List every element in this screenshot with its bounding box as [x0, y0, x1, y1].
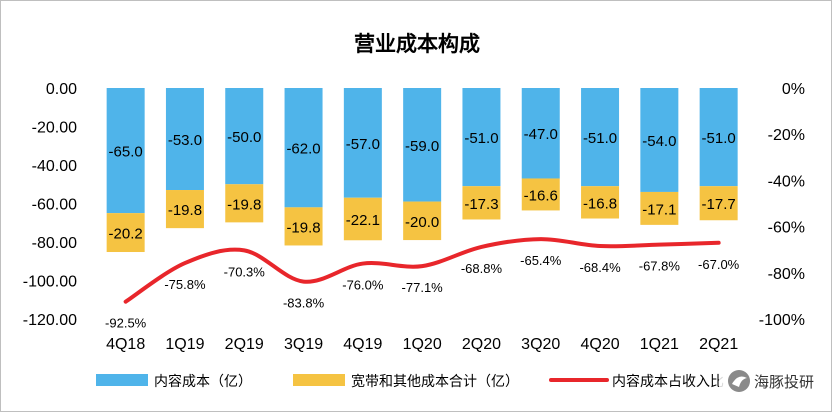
ratio-line-path — [123, 237, 721, 304]
content-cost-bar — [462, 88, 501, 187]
content-cost-bar — [106, 88, 145, 214]
y-left-tick-label: -20.00 — [32, 120, 77, 137]
content-cost-value-label: -51.0 — [464, 130, 498, 147]
bandwidth-cost-value-label: -22.1 — [346, 212, 380, 229]
y-right-tick-label: 0% — [782, 81, 805, 98]
y-axis-right: 0% -20% -40% -60% -80% -100% — [759, 81, 805, 329]
content-cost-value-label: -50.0 — [227, 129, 261, 146]
bandwidth-cost-value-label: -20.0 — [405, 214, 439, 231]
content-cost-bar — [225, 88, 264, 185]
ratio-line: -92.5% -75.8% -70.3% -83.8% -76.0% -77.1% -68.… — [105, 237, 740, 331]
bandwidth-cost-value-label: -19.8 — [168, 202, 202, 219]
content-cost-bar — [640, 88, 679, 192]
x-tick-label: 1Q19 — [165, 336, 204, 353]
content-cost-value-label: -51.0 — [702, 130, 736, 147]
ratio-value-label: -83.8% — [283, 296, 325, 311]
ratio-value-label: -67.8% — [639, 259, 681, 274]
content-cost-bar — [284, 88, 323, 208]
bandwidth-cost-value-label: -20.2 — [109, 226, 143, 243]
content-cost-value-label: -59.0 — [405, 138, 439, 155]
y-left-tick-label: 0.00 — [46, 81, 77, 98]
y-left-tick-label: -100.00 — [23, 274, 77, 291]
content-cost-bar — [403, 88, 442, 202]
x-tick-label: 2Q20 — [462, 336, 501, 353]
legend-swatch-bandwidth-cost — [293, 374, 345, 386]
bandwidth-cost-value-label: -19.8 — [227, 196, 261, 213]
legend-swatch-content-cost — [96, 374, 148, 386]
y-right-tick-label: -100% — [759, 312, 805, 329]
y-left-tick-label: -60.00 — [32, 197, 77, 214]
watermark: 海豚投研 — [719, 366, 825, 396]
bandwidth-cost-value-label: -17.3 — [464, 196, 498, 213]
ratio-value-label: -68.8% — [461, 261, 503, 276]
bandwidth-cost-value-label: -16.8 — [583, 195, 617, 212]
x-tick-label: 1Q20 — [403, 336, 442, 353]
y-right-tick-label: -80% — [768, 266, 805, 283]
x-tick-label: 3Q20 — [521, 336, 560, 353]
bandwidth-cost-bar — [462, 186, 501, 220]
content-cost-value-label: -62.0 — [286, 141, 320, 158]
ratio-value-label: -92.5% — [105, 316, 147, 331]
ratio-value-label: -75.8% — [164, 277, 206, 292]
ratio-value-label: -76.0% — [342, 278, 384, 293]
legend-label-ratio: 内容成本占收入比 — [612, 373, 724, 390]
x-tick-label: 4Q19 — [343, 336, 382, 353]
x-tick-label: 2Q21 — [699, 336, 738, 353]
x-tick-label: 1Q21 — [640, 336, 679, 353]
bandwidth-cost-value-label: -17.7 — [702, 196, 736, 213]
y-right-tick-label: -40% — [768, 173, 805, 190]
content-cost-value-label: -47.0 — [524, 126, 558, 143]
content-cost-value-label: -53.0 — [168, 132, 202, 149]
legend-label-content-cost: 内容成本（亿） — [154, 373, 252, 390]
bars: -65.0 -20.2 -53.0 -19.8 -50.0 -19.8 -62.0 -19.8… — [106, 88, 738, 253]
bandwidth-cost-bar — [403, 201, 442, 241]
bandwidth-cost-bar — [225, 184, 264, 223]
x-tick-label: 2Q19 — [225, 336, 264, 353]
bandwidth-cost-bar — [640, 191, 679, 225]
content-cost-value-label: -65.0 — [109, 144, 143, 161]
x-axis: 4Q18 1Q19 2Q19 3Q19 4Q19 1Q20 2Q20 3Q20 4Q20 1Q21… — [106, 336, 738, 353]
y-left-tick-label: -80.00 — [32, 235, 77, 252]
content-cost-bar — [581, 88, 620, 187]
y-left-tick-label: -40.00 — [32, 158, 77, 175]
x-tick-label: 4Q20 — [580, 336, 619, 353]
ratio-value-label: -70.3% — [224, 264, 266, 279]
ratio-value-label: -77.1% — [402, 280, 444, 295]
ratio-value-label: -65.4% — [520, 253, 562, 268]
legend: 内容成本（亿） 宽带和其他成本合计（亿） 内容成本占收入比 — [96, 373, 724, 390]
bandwidth-cost-bar — [284, 207, 323, 246]
y-axis-left: 0.00 -20.00 -40.00 -60.00 -80.00 -100.00 -120.… — [23, 81, 77, 329]
bandwidth-cost-value-label: -17.1 — [642, 201, 676, 218]
bandwidth-cost-value-label: -16.6 — [524, 187, 558, 204]
content-cost-value-label: -54.0 — [642, 133, 676, 150]
x-tick-label: 4Q18 — [106, 336, 145, 353]
bandwidth-cost-bar — [581, 186, 620, 219]
bandwidth-cost-bar — [165, 190, 204, 229]
bandwidth-cost-value-label: -19.8 — [286, 219, 320, 236]
watermark-text: 海豚投研 — [754, 373, 814, 391]
ratio-value-label: -68.4% — [579, 260, 621, 275]
content-cost-bar — [699, 88, 738, 187]
content-cost-bar — [521, 88, 560, 179]
content-cost-bar — [343, 88, 382, 198]
y-left-tick-label: -120.00 — [23, 312, 77, 329]
content-cost-value-label: -57.0 — [346, 136, 380, 153]
content-cost-value-label: -51.0 — [583, 130, 617, 147]
bandwidth-cost-bar — [106, 213, 145, 253]
chart-title: 营业成本构成 — [354, 32, 480, 56]
legend-label-bandwidth-cost: 宽带和其他成本合计（亿） — [351, 373, 519, 390]
content-cost-bar — [165, 88, 204, 191]
y-right-tick-label: -20% — [768, 127, 805, 144]
bandwidth-cost-bar — [699, 186, 738, 221]
bandwidth-cost-bar — [521, 178, 560, 211]
bandwidth-cost-bar — [343, 197, 382, 241]
ratio-value-label: -67.0% — [698, 257, 740, 272]
x-tick-label: 3Q19 — [284, 336, 323, 353]
y-right-tick-label: -60% — [768, 220, 805, 237]
